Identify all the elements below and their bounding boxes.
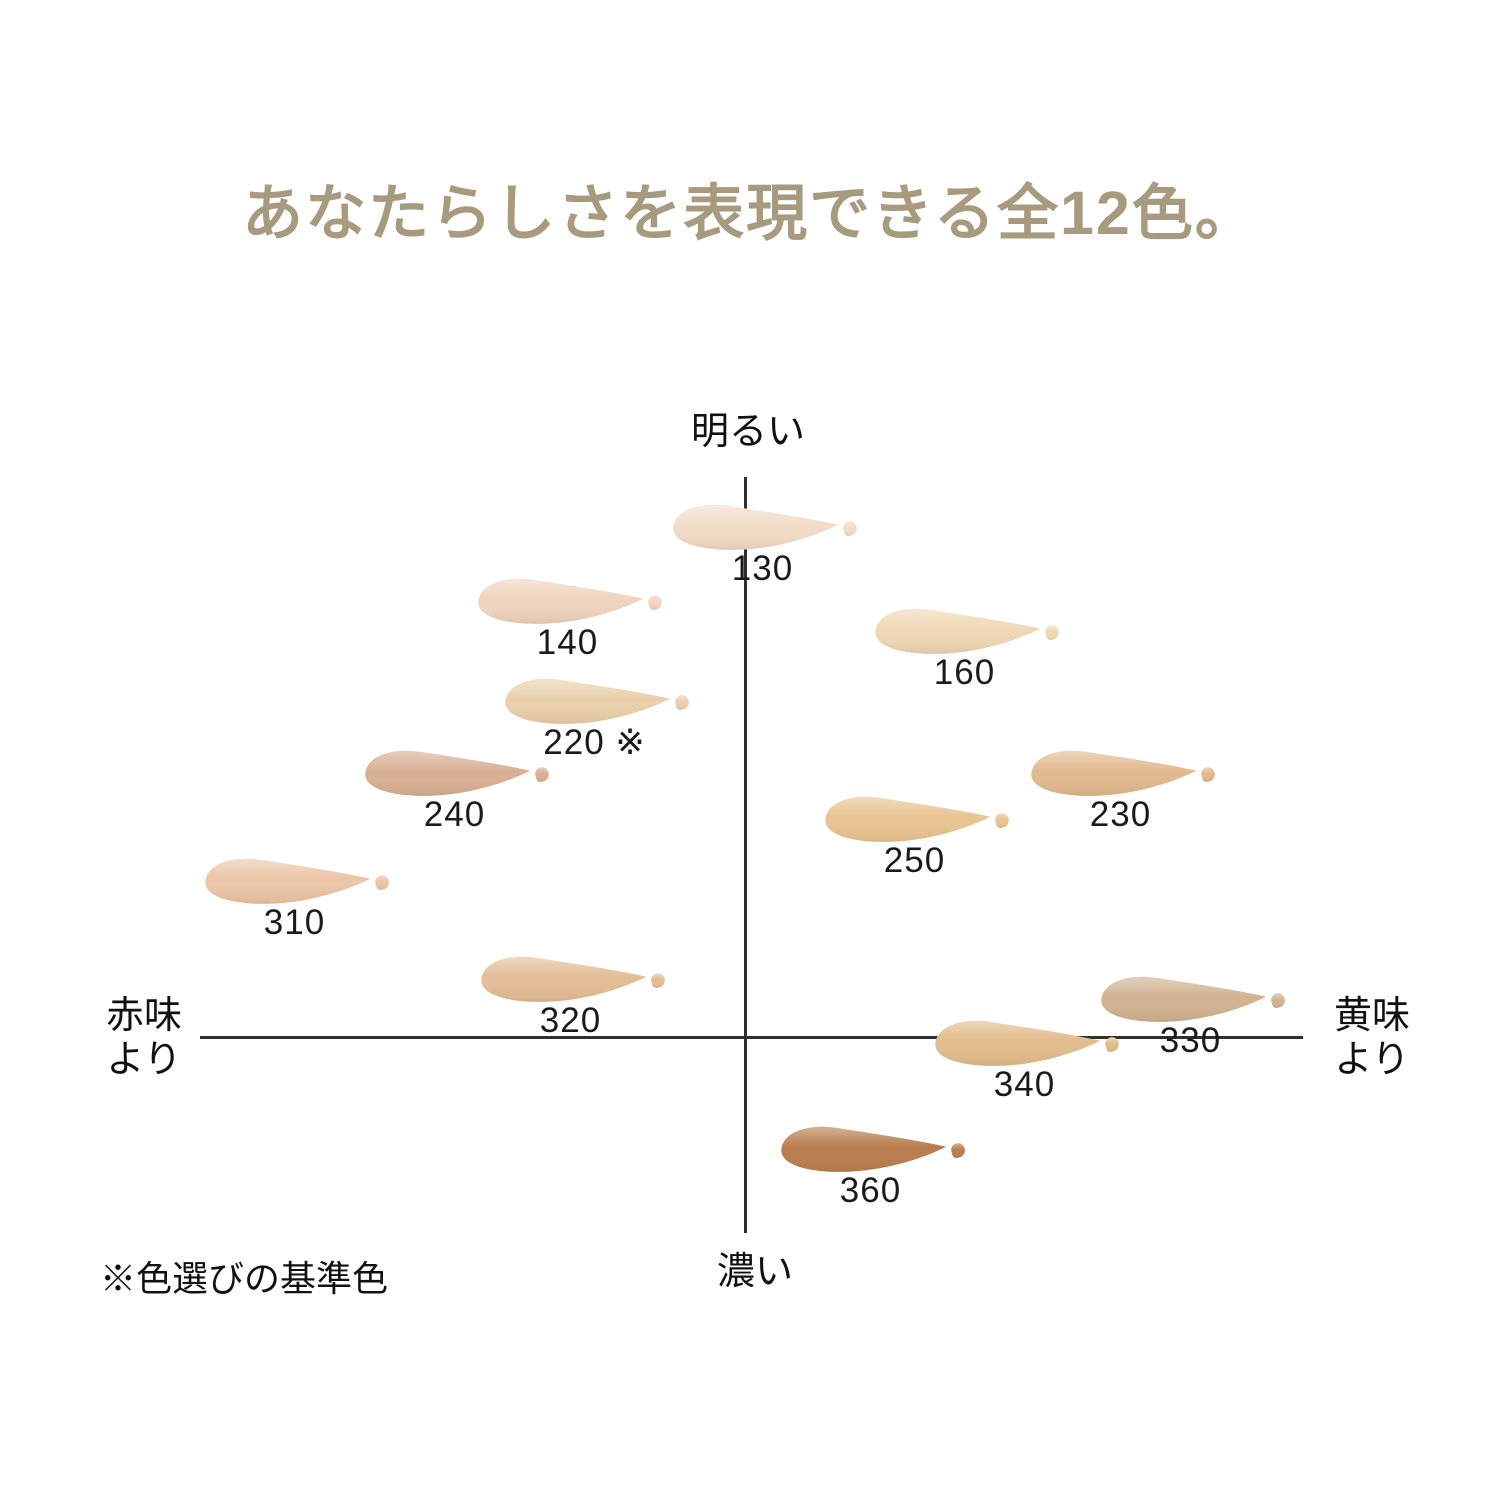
shade-number: 310: [263, 903, 326, 942]
shade-number: 140: [536, 623, 599, 662]
axis-label-reddish-line1: 赤味: [105, 995, 182, 1037]
foundation-smear-icon: [935, 1020, 1119, 1066]
shade-number: 130: [731, 549, 794, 588]
shade-number: 360: [839, 1171, 902, 1210]
axis-label-reddish-line2: より: [106, 1039, 182, 1081]
reference-note: ※色選びの基準色: [100, 1258, 389, 1299]
shade-number: 250: [883, 841, 946, 880]
shade-swatch: 160: [862, 602, 1067, 693]
shade-number: 160: [933, 653, 996, 692]
shade-swatch: 330: [1088, 970, 1293, 1061]
shade-number: 340: [993, 1065, 1056, 1104]
shade-number: 330: [1159, 1021, 1222, 1060]
shade-swatch: 340: [922, 1014, 1127, 1105]
shade-swatch: 250: [812, 790, 1017, 881]
foundation-smear-icon: [875, 608, 1059, 654]
foundation-smear-icon: [205, 858, 389, 904]
axis-label-reddish: 赤味 より: [88, 994, 200, 1082]
axis-label-bright: 明るい: [690, 411, 805, 453]
axis-label-dark: 濃い: [716, 1251, 793, 1293]
foundation-smear-icon: [673, 504, 857, 550]
shade-swatch: 140: [465, 572, 670, 663]
shade-swatch: 320: [468, 950, 673, 1041]
axis-label-yellowish-line1: 黄味: [1333, 995, 1410, 1037]
foundation-smear-icon: [478, 578, 662, 624]
foundation-smear-icon: [481, 956, 665, 1002]
shade-number: 320: [539, 1001, 602, 1040]
foundation-smear-icon: [365, 750, 549, 796]
shade-swatch: 310: [192, 852, 397, 943]
shade-swatch: 240: [352, 744, 557, 835]
vertical-axis-line: [744, 477, 747, 1233]
foundation-smear-icon: [505, 678, 689, 724]
axis-label-yellowish: 黄味 より: [1316, 994, 1428, 1082]
shade-swatch: 360: [768, 1120, 973, 1211]
shade-swatch: 230: [1018, 744, 1223, 835]
axis-label-yellowish-line2: より: [1334, 1039, 1410, 1081]
foundation-smear-icon: [781, 1126, 965, 1172]
shade-number: 230: [1089, 795, 1152, 834]
horizontal-axis-line: [200, 1036, 1303, 1039]
page-title: あなたらしさを表現できる全12色。: [242, 179, 1258, 247]
shade-number: 240: [423, 795, 486, 834]
shade-number: 220 ※: [543, 723, 646, 762]
foundation-smear-icon: [825, 796, 1009, 842]
shade-swatch: 130: [660, 498, 865, 589]
foundation-smear-icon: [1031, 750, 1215, 796]
shade-swatch: 220 ※: [492, 672, 697, 763]
